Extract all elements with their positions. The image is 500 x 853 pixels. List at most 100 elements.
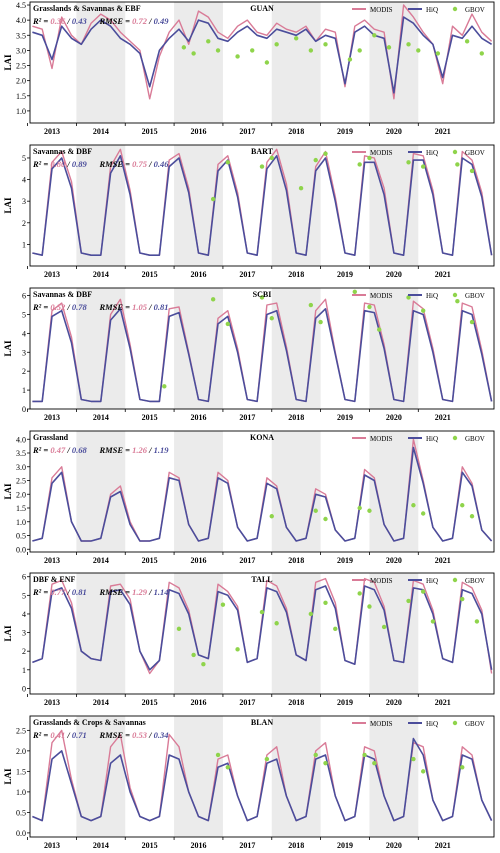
metric-part: /: [65, 302, 72, 312]
legend-modis-label: MODIS: [370, 6, 393, 14]
panel-scbi: 0 1 2 3 4 5 6 2013 2014 2015 2016 2017 2018 2019 2020 2…: [3, 287, 495, 422]
metric-part: /: [65, 159, 72, 169]
gbov-point: [191, 51, 196, 56]
x-tick-label: 2021: [435, 556, 451, 565]
y-tick-label: 1: [22, 666, 26, 675]
legend-hiq-label: HiQ: [426, 292, 438, 300]
metric-part: RMSE =: [87, 159, 132, 169]
legend-modis-label: MODIS: [370, 577, 393, 585]
y-tick-label: 5: [22, 310, 26, 319]
y-tick-label: 4: [22, 176, 26, 185]
y-tick-label: 1.5: [16, 92, 26, 101]
x-tick-label: 2014: [93, 841, 109, 850]
gbov-point: [420, 511, 426, 516]
gbov-point: [225, 765, 231, 770]
metric-part: R² =: [32, 730, 50, 740]
x-tick-label: 2021: [435, 841, 451, 850]
metric-part: 0.72: [132, 16, 148, 26]
site-label: TALL: [251, 575, 272, 584]
gbov-point: [298, 186, 304, 191]
metric-part: /: [65, 16, 72, 26]
gbov-point: [323, 760, 328, 766]
y-tick-label: 3: [22, 629, 26, 638]
metric-part: 1.19: [154, 445, 170, 455]
y-tick-label: 2.0: [16, 77, 26, 86]
gbov-point: [323, 42, 328, 47]
y-tick-label: 3.0: [16, 46, 26, 55]
year-band: [271, 431, 321, 552]
x-tick-label: 2014: [93, 270, 109, 279]
x-tick-label: 2016: [191, 413, 207, 422]
x-tick-label: 2016: [191, 698, 207, 707]
gbov-point: [181, 45, 187, 50]
year-band: [369, 145, 419, 266]
metric-part: RMSE =: [87, 445, 132, 455]
gbov-point: [430, 619, 436, 624]
gbov-point: [259, 609, 265, 615]
y-tick-label: 2.5: [16, 477, 26, 486]
x-tick-label: 2019: [337, 556, 353, 565]
gbov-point: [250, 48, 255, 53]
y-tick-label: 0.5: [16, 532, 26, 541]
legend-gbov-swatch: [452, 435, 458, 441]
metric-part: RMSE =: [87, 16, 132, 26]
x-tick-label: 2017: [239, 127, 255, 136]
x-tick-label: 2015: [142, 127, 158, 136]
x-tick-label: 2020: [386, 698, 402, 707]
metric-part: 0.78: [72, 302, 88, 312]
x-tick-label: 2013: [44, 698, 60, 707]
x-tick-label: 2019: [337, 841, 353, 850]
panel-kona: 0.0 0.5 1.0 1.5 2.0 2.5 3.0 3.5 4.0 2013 2014 2015 2…: [3, 430, 495, 565]
x-tick-label: 2017: [239, 556, 255, 565]
gbov-point: [235, 647, 240, 652]
y-tick-label: 0: [22, 684, 26, 693]
metric-part: /: [65, 730, 72, 740]
x-tick-label: 2018: [288, 556, 304, 565]
legend-hiq-label: HiQ: [426, 577, 438, 585]
x-tick-label: 2013: [44, 556, 60, 565]
gbov-point: [420, 769, 426, 774]
gbov-point: [367, 508, 372, 513]
y-tick-label: 0: [22, 405, 26, 414]
x-tick-label: 2021: [435, 698, 451, 707]
y-tick-label: 2.5: [16, 726, 26, 735]
year-band: [271, 2, 321, 123]
panel-label: Savannas & DBF: [33, 147, 92, 156]
x-tick-label: 2014: [93, 556, 109, 565]
gbov-point: [460, 503, 465, 508]
x-tick-label: 2018: [288, 841, 304, 850]
y-tick-label: 2: [22, 219, 26, 228]
gbov-point: [308, 48, 314, 53]
gbov-point: [220, 602, 226, 607]
series-line-hiq: [32, 446, 493, 542]
metrics-text: R² = 0.36 / 0.43 RMSE = 0.72 / 0.49: [32, 16, 169, 26]
metric-part: 0.71: [72, 730, 87, 740]
metric-part: 1.29: [132, 587, 148, 597]
series-line-hiq: [32, 16, 493, 94]
metric-part: /: [147, 587, 154, 597]
metric-part: 0.34: [154, 730, 169, 740]
metric-part: 0.80: [50, 159, 66, 169]
x-tick-label: 2016: [191, 127, 207, 136]
metric-part: 0.47: [50, 445, 66, 455]
gbov-point: [460, 596, 465, 602]
x-tick-label: 2020: [386, 841, 402, 850]
gbov-point: [201, 662, 206, 667]
gbov-point: [210, 297, 216, 302]
gbov-point: [215, 48, 221, 53]
x-tick-label: 2016: [191, 841, 207, 850]
metric-part: RMSE =: [87, 302, 132, 312]
y-tick-label: 6: [22, 292, 26, 301]
gbov-point: [411, 756, 416, 762]
x-tick-label: 2014: [93, 698, 109, 707]
year-band: [271, 288, 321, 409]
metrics-text: R² = 0.52 / 0.78 RMSE = 1.05 / 0.81: [32, 302, 169, 312]
x-tick-label: 2021: [435, 127, 451, 136]
metric-part: 0.77: [50, 587, 66, 597]
gbov-point: [191, 652, 196, 658]
gbov-point: [357, 162, 362, 167]
gbov-point: [357, 48, 362, 53]
gbov-point: [420, 164, 426, 169]
year-band: [76, 431, 126, 552]
gbov-point: [225, 160, 231, 165]
